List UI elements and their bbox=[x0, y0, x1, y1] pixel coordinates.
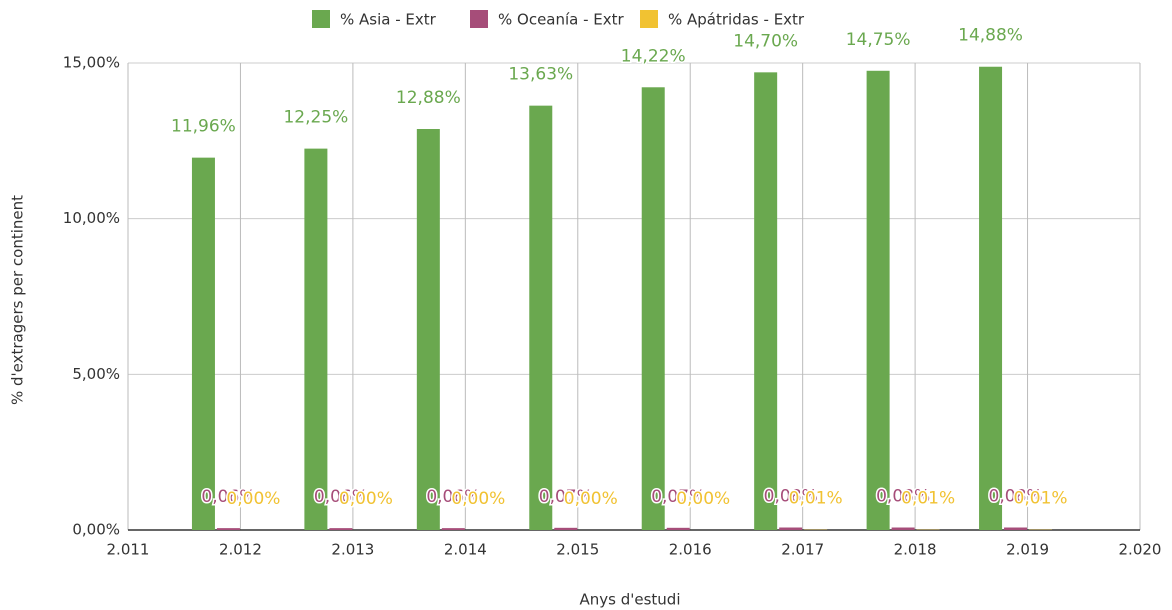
data-label: 14,88% bbox=[958, 26, 1023, 46]
x-tick-label: 2.014 bbox=[444, 541, 487, 559]
legend-label: % Asia - Extr bbox=[340, 11, 437, 29]
x-tick-label: 2.020 bbox=[1119, 541, 1162, 559]
x-tick-label: 2.013 bbox=[331, 541, 374, 559]
data-label: 12,88% bbox=[396, 88, 461, 108]
bar bbox=[979, 66, 1003, 531]
bar bbox=[191, 157, 215, 531]
bar bbox=[329, 528, 353, 530]
bar bbox=[554, 527, 578, 530]
bar bbox=[304, 148, 328, 530]
bar bbox=[666, 527, 690, 530]
legend-swatch bbox=[312, 10, 330, 28]
x-axis-title: Anys d'estudi bbox=[580, 591, 681, 609]
bar bbox=[641, 87, 665, 530]
legend-label: % Oceanía - Extr bbox=[498, 11, 625, 29]
data-label: 0,08% bbox=[876, 487, 930, 507]
bar bbox=[529, 105, 553, 531]
data-label: 0,01% bbox=[901, 489, 955, 509]
bar bbox=[416, 129, 440, 530]
x-tick-label: 2.016 bbox=[669, 541, 712, 559]
x-tick-label: 2.018 bbox=[894, 541, 937, 559]
bar bbox=[779, 527, 803, 530]
x-tick-label: 2.011 bbox=[107, 541, 150, 559]
y-tick-label: 10,00% bbox=[63, 209, 120, 227]
x-tick-label: 2.012 bbox=[219, 541, 262, 559]
data-label: 0,01% bbox=[1014, 489, 1068, 509]
bar bbox=[441, 528, 465, 530]
data-label: 0,00% bbox=[564, 489, 618, 509]
data-label: 0,07% bbox=[651, 487, 705, 507]
legend-swatch bbox=[470, 10, 488, 28]
data-label: 0,00% bbox=[451, 489, 505, 509]
legend-swatch bbox=[640, 10, 658, 28]
data-label: 0,06% bbox=[314, 487, 368, 507]
bar bbox=[216, 528, 240, 530]
y-tick-label: 15,00% bbox=[63, 54, 120, 72]
data-label: 12,25% bbox=[283, 108, 348, 128]
data-label: 0,06% bbox=[426, 487, 480, 507]
y-tick-label: 0,00% bbox=[72, 521, 120, 539]
data-label: 0,00% bbox=[226, 489, 280, 509]
bar bbox=[891, 527, 915, 530]
data-label: 0,07% bbox=[539, 487, 593, 507]
data-label: 13,63% bbox=[508, 65, 573, 85]
data-label: 11,96% bbox=[171, 117, 236, 137]
y-axis-title: % d'extragers per continent bbox=[9, 195, 27, 405]
bar bbox=[754, 72, 778, 530]
data-label: 14,22% bbox=[621, 46, 686, 66]
bar bbox=[1004, 527, 1028, 530]
y-tick-label: 5,00% bbox=[72, 365, 120, 383]
data-label: 0,00% bbox=[676, 489, 730, 509]
data-label: 0,01% bbox=[789, 489, 843, 509]
legend-label: % Apátridas - Extr bbox=[668, 11, 805, 29]
x-tick-label: 2.015 bbox=[556, 541, 599, 559]
x-tick-label: 2.019 bbox=[1006, 541, 1049, 559]
data-label: 0,06% bbox=[201, 487, 255, 507]
x-tick-label: 2.017 bbox=[781, 541, 824, 559]
data-label: 0,08% bbox=[989, 487, 1043, 507]
data-label: 14,70% bbox=[733, 31, 798, 51]
data-label: 0,08% bbox=[764, 487, 818, 507]
data-label: 14,75% bbox=[846, 30, 911, 50]
data-label: 0,00% bbox=[339, 489, 393, 509]
bar bbox=[866, 70, 890, 531]
